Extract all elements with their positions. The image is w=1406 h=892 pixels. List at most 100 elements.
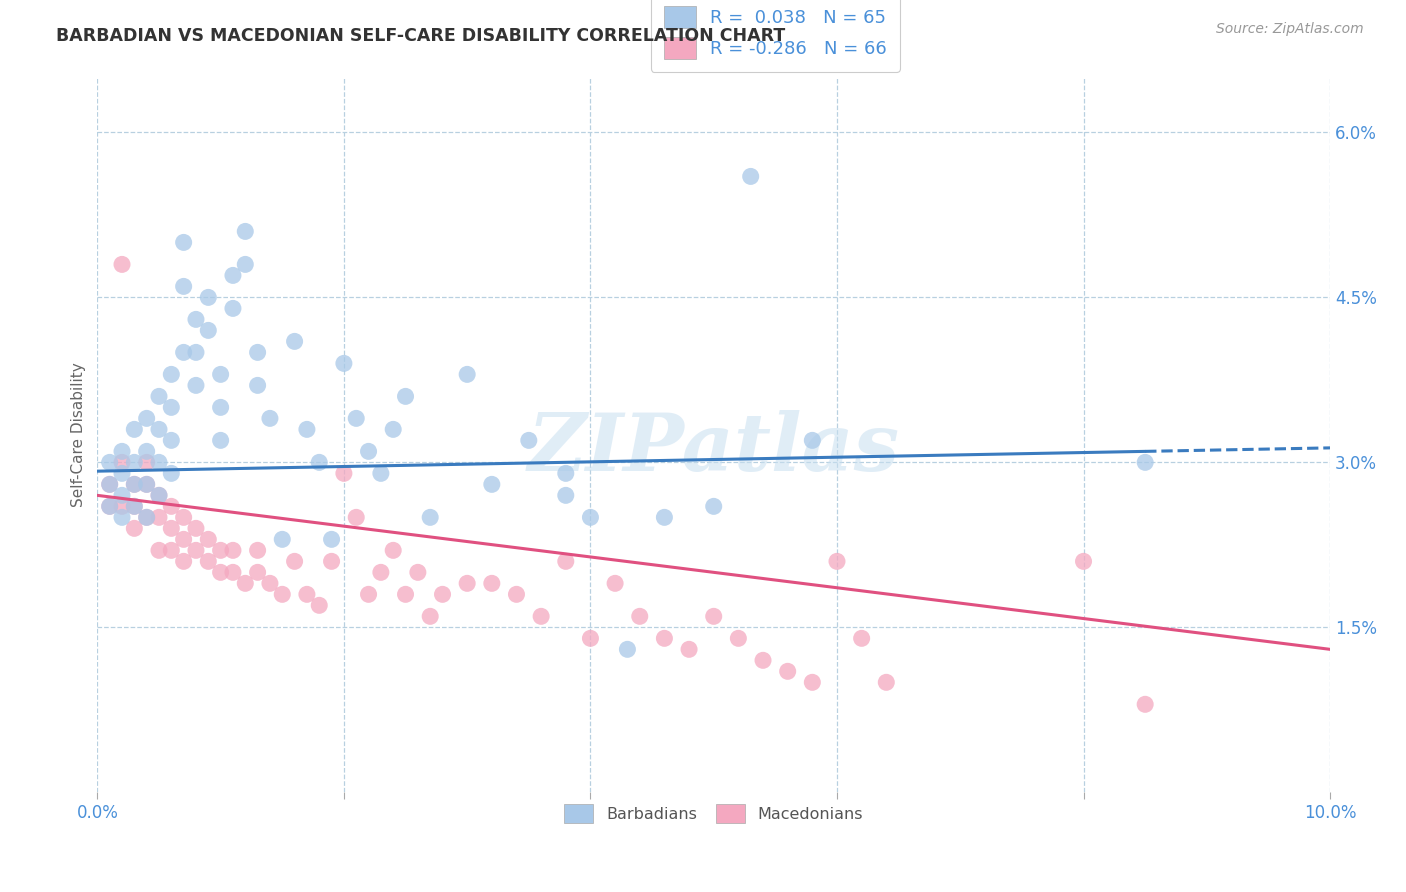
- Point: [554, 467, 576, 481]
- Point: [148, 510, 170, 524]
- Point: [173, 235, 195, 250]
- Point: [851, 632, 873, 646]
- Point: [148, 488, 170, 502]
- Point: [678, 642, 700, 657]
- Point: [124, 422, 146, 436]
- Point: [111, 488, 134, 502]
- Point: [530, 609, 553, 624]
- Point: [333, 356, 356, 370]
- Point: [222, 268, 245, 283]
- Point: [321, 554, 343, 568]
- Point: [579, 632, 602, 646]
- Point: [184, 378, 207, 392]
- Point: [160, 368, 183, 382]
- Point: [222, 566, 245, 580]
- Point: [233, 224, 256, 238]
- Point: [197, 533, 219, 547]
- Point: [370, 467, 392, 481]
- Point: [98, 500, 121, 514]
- Point: [456, 368, 478, 382]
- Point: [124, 477, 146, 491]
- Point: [481, 477, 503, 491]
- Point: [308, 599, 330, 613]
- Point: [209, 368, 232, 382]
- Point: [271, 533, 294, 547]
- Point: [703, 609, 725, 624]
- Point: [124, 500, 146, 514]
- Point: [197, 554, 219, 568]
- Point: [135, 477, 157, 491]
- Point: [173, 345, 195, 359]
- Point: [616, 642, 638, 657]
- Point: [124, 500, 146, 514]
- Point: [209, 566, 232, 580]
- Point: [209, 401, 232, 415]
- Point: [209, 543, 232, 558]
- Point: [505, 587, 527, 601]
- Point: [554, 488, 576, 502]
- Point: [148, 543, 170, 558]
- Point: [135, 477, 157, 491]
- Text: Source: ZipAtlas.com: Source: ZipAtlas.com: [1216, 22, 1364, 37]
- Point: [603, 576, 626, 591]
- Point: [148, 389, 170, 403]
- Point: [295, 587, 318, 601]
- Point: [370, 566, 392, 580]
- Point: [344, 510, 367, 524]
- Point: [111, 500, 134, 514]
- Point: [124, 477, 146, 491]
- Point: [654, 632, 676, 646]
- Point: [394, 587, 416, 601]
- Point: [801, 434, 824, 448]
- Point: [233, 257, 256, 271]
- Point: [382, 543, 405, 558]
- Point: [160, 500, 183, 514]
- Point: [124, 455, 146, 469]
- Point: [184, 521, 207, 535]
- Point: [579, 510, 602, 524]
- Point: [222, 543, 245, 558]
- Point: [554, 554, 576, 568]
- Point: [98, 477, 121, 491]
- Point: [321, 533, 343, 547]
- Point: [456, 576, 478, 591]
- Point: [197, 290, 219, 304]
- Point: [160, 467, 183, 481]
- Point: [517, 434, 540, 448]
- Text: ZIPatlas: ZIPatlas: [527, 410, 900, 488]
- Point: [160, 401, 183, 415]
- Point: [197, 323, 219, 337]
- Point: [148, 455, 170, 469]
- Point: [1133, 455, 1156, 469]
- Point: [173, 510, 195, 524]
- Point: [295, 422, 318, 436]
- Point: [135, 444, 157, 458]
- Point: [752, 653, 775, 667]
- Point: [98, 500, 121, 514]
- Point: [419, 609, 441, 624]
- Point: [284, 334, 307, 349]
- Point: [233, 576, 256, 591]
- Point: [284, 554, 307, 568]
- Point: [259, 411, 281, 425]
- Point: [654, 510, 676, 524]
- Point: [308, 455, 330, 469]
- Point: [111, 467, 134, 481]
- Point: [135, 411, 157, 425]
- Point: [160, 543, 183, 558]
- Point: [124, 521, 146, 535]
- Point: [184, 312, 207, 326]
- Point: [481, 576, 503, 591]
- Point: [111, 510, 134, 524]
- Point: [801, 675, 824, 690]
- Point: [406, 566, 429, 580]
- Point: [148, 422, 170, 436]
- Point: [98, 477, 121, 491]
- Point: [740, 169, 762, 184]
- Point: [111, 455, 134, 469]
- Point: [111, 444, 134, 458]
- Point: [776, 665, 799, 679]
- Point: [432, 587, 454, 601]
- Point: [184, 345, 207, 359]
- Legend: Barbadians, Macedonians: Barbadians, Macedonians: [553, 792, 875, 834]
